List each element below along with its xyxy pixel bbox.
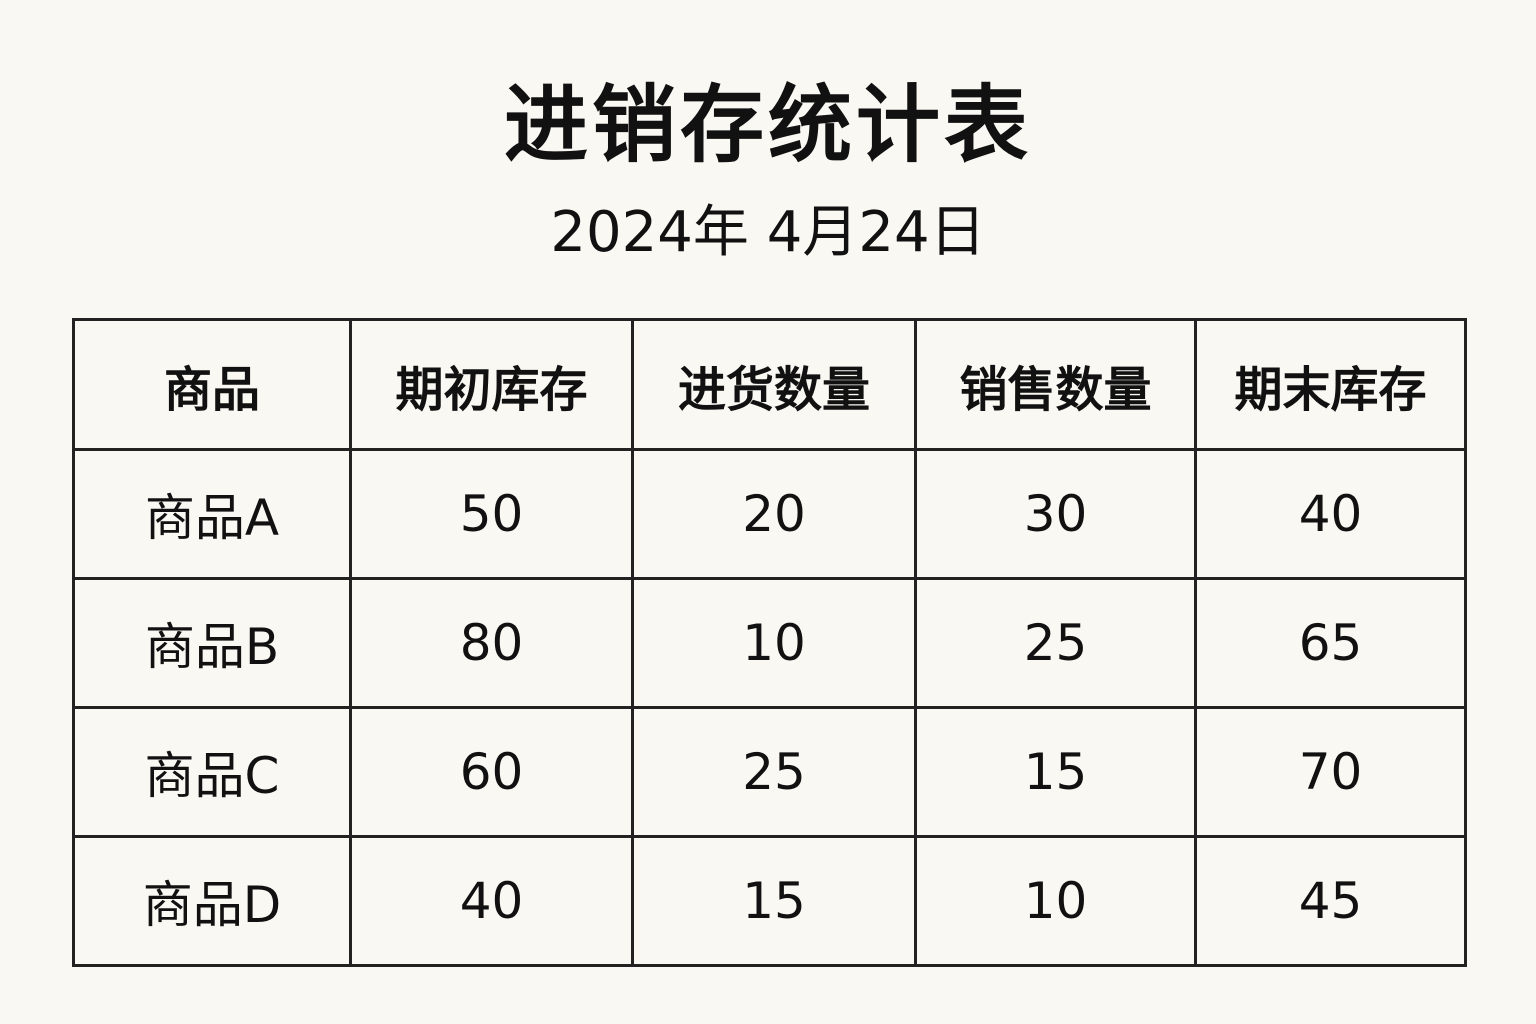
cell-product: 商品A [72,448,352,580]
table-row: 商品B 80 10 25 65 [72,577,1467,709]
table-row: 商品C 60 25 15 70 [72,706,1467,838]
cell-product: 商品D [72,835,352,967]
header-product: 商品 [72,318,352,451]
cell-purchase-qty: 10 [631,577,917,709]
table-row: 商品D 40 15 10 45 [72,835,1467,967]
cell-opening-stock: 50 [349,448,634,580]
cell-product: 商品C [72,706,352,838]
inventory-table: 商品 期初库存 进货数量 销售数量 期末库存 商品A 50 20 30 40 商品B 80 1… [72,318,1467,967]
cell-sales-qty: 25 [914,577,1197,709]
header-purchase-qty: 进货数量 [631,318,917,451]
header-sales-qty: 销售数量 [914,318,1197,451]
header-opening-stock: 期初库存 [349,318,634,451]
table-header-row: 商品 期初库存 进货数量 销售数量 期末库存 [72,318,1467,451]
header-closing-stock: 期末库存 [1194,318,1467,451]
cell-purchase-qty: 15 [631,835,917,967]
cell-closing-stock: 65 [1194,577,1467,709]
cell-closing-stock: 70 [1194,706,1467,838]
cell-sales-qty: 10 [914,835,1197,967]
cell-closing-stock: 40 [1194,448,1467,580]
cell-opening-stock: 60 [349,706,634,838]
cell-closing-stock: 45 [1194,835,1467,967]
cell-sales-qty: 30 [914,448,1197,580]
cell-purchase-qty: 20 [631,448,917,580]
page-title: 进销存统计表 [503,76,1032,174]
table-row: 商品A 50 20 30 40 [72,448,1467,580]
date-subtitle: 2024年 4月24日 [550,200,986,265]
cell-product: 商品B [72,577,352,709]
cell-opening-stock: 40 [349,835,634,967]
cell-opening-stock: 80 [349,577,634,709]
cell-purchase-qty: 25 [631,706,917,838]
cell-sales-qty: 15 [914,706,1197,838]
